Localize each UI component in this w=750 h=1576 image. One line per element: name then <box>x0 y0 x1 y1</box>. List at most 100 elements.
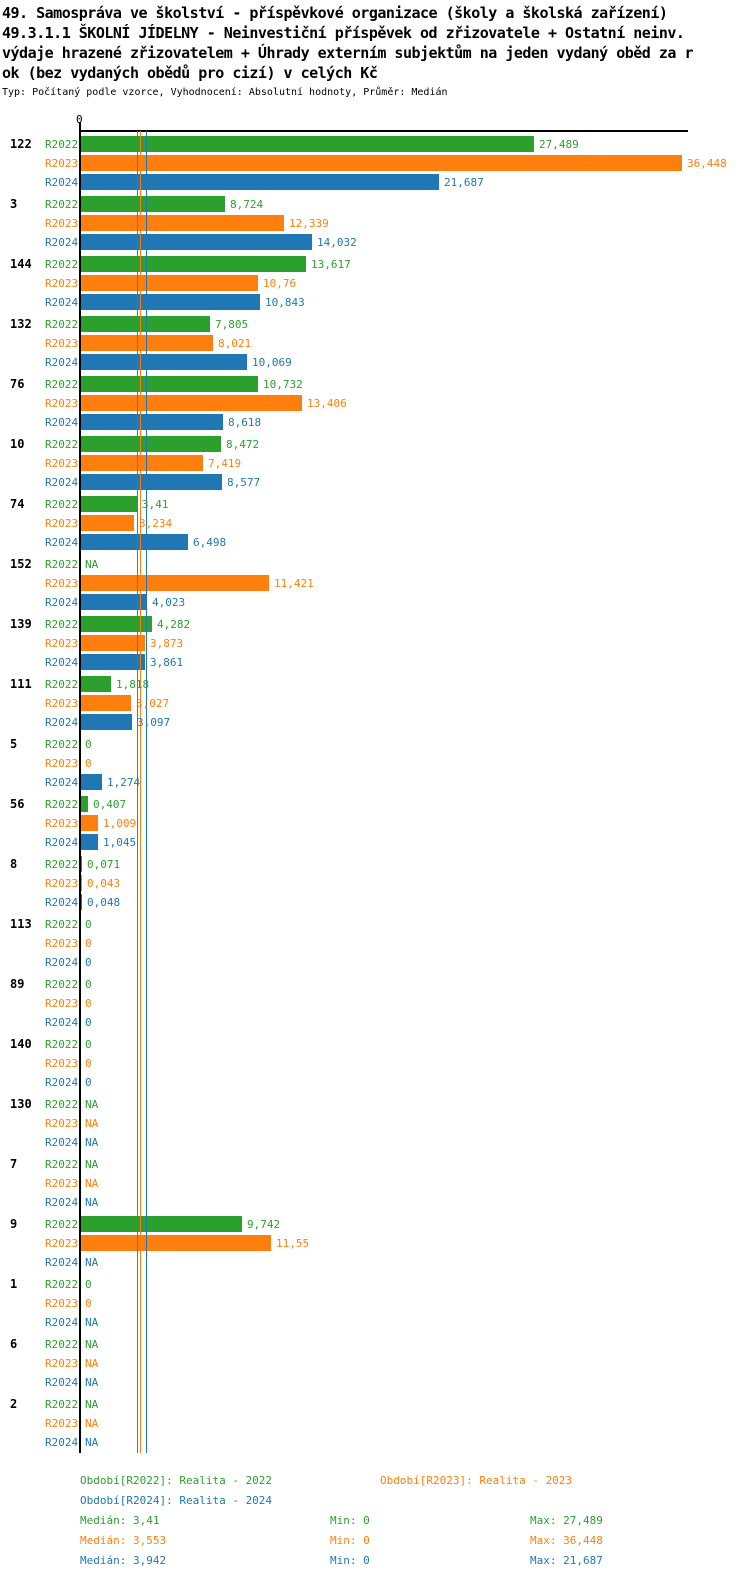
bar-10-r2023 <box>81 455 203 471</box>
bar-74-r2022 <box>81 496 137 512</box>
bar-value-130-r2022: NA <box>85 1098 99 1111</box>
series-row-label-6-r2024: R2024 <box>45 1376 79 1389</box>
bar-9-r2022 <box>81 1216 242 1232</box>
series-row-label-122-r2023: R2023 <box>45 157 79 170</box>
bar-value-5-r2024: 1,274 <box>107 776 141 789</box>
group-label-113: 113 <box>10 917 32 931</box>
bar-value-7-r2022: NA <box>85 1158 99 1171</box>
bar-value-140-r2023: 0 <box>85 1057 92 1070</box>
bar-value-113-r2022: 0 <box>85 918 92 931</box>
bar-value-1-r2022: 0 <box>85 1278 92 1291</box>
bar-value-5-r2023: 0 <box>85 757 92 770</box>
bar-132-r2024 <box>81 354 247 370</box>
series-row-label-140-r2024: R2024 <box>45 1076 79 1089</box>
series-row-label-111-r2022: R2022 <box>45 678 79 691</box>
series-row-label-132-r2024: R2024 <box>45 356 79 369</box>
bar-152-r2024 <box>81 594 147 610</box>
bar-value-139-r2024: 3,861 <box>150 656 184 669</box>
bar-3-r2024 <box>81 234 312 250</box>
series-row-label-140-r2023: R2023 <box>45 1057 79 1070</box>
series-row-label-2-r2023: R2023 <box>45 1417 79 1430</box>
chart-subtitle: Typ: Počítaný podle vzorce, Vyhodnocení:… <box>2 87 448 98</box>
group-label-132: 132 <box>10 317 32 331</box>
bar-value-3-r2022: 8,724 <box>230 198 264 211</box>
series-row-label-9-r2023: R2023 <box>45 1237 79 1250</box>
median-line-r2023 <box>140 131 141 1453</box>
bar-value-6-r2022: NA <box>85 1338 99 1351</box>
bar-value-152-r2024: 4,023 <box>152 596 186 609</box>
bar-value-7-r2024: NA <box>85 1196 99 1209</box>
bar-value-111-r2023: 3,027 <box>136 697 170 710</box>
bar-value-8-r2023: 0,043 <box>87 877 121 890</box>
series-row-label-130-r2024: R2024 <box>45 1136 79 1149</box>
bar-139-r2022 <box>81 616 152 632</box>
bar-value-3-r2023: 12,339 <box>289 217 329 230</box>
series-row-label-130-r2023: R2023 <box>45 1117 79 1130</box>
min-value-r2024: Min: 0 <box>330 1554 370 1567</box>
bar-56-r2022 <box>81 796 88 812</box>
series-row-label-6-r2022: R2022 <box>45 1338 79 1351</box>
series-row-label-152-r2022: R2022 <box>45 558 79 571</box>
series-row-label-10-r2023: R2023 <box>45 457 79 470</box>
bar-139-r2023 <box>81 635 145 651</box>
bar-value-111-r2022: 1,818 <box>116 678 150 691</box>
series-row-label-122-r2024: R2024 <box>45 176 79 189</box>
min-value-r2023: Min: 0 <box>330 1534 370 1547</box>
group-label-140: 140 <box>10 1037 32 1051</box>
bar-value-76-r2024: 8,618 <box>228 416 262 429</box>
series-row-label-56-r2023: R2023 <box>45 817 79 830</box>
bar-122-r2024 <box>81 174 439 190</box>
bar-56-r2023 <box>81 815 98 831</box>
group-label-76: 76 <box>10 377 25 391</box>
series-row-label-111-r2024: R2024 <box>45 716 79 729</box>
bar-144-r2023 <box>81 275 258 291</box>
series-row-label-139-r2024: R2024 <box>45 656 79 669</box>
bar-56-r2024 <box>81 834 98 850</box>
chart: 122 R2022 27,489 R2023 36,448 R2024 21,687 3 R20… <box>10 131 727 1453</box>
bar-value-3-r2024: 14,032 <box>317 236 357 249</box>
bar-value-10-r2022: 8,472 <box>226 438 260 451</box>
bar-value-56-r2022: 0,407 <box>93 798 127 811</box>
series-row-label-132-r2022: R2022 <box>45 318 79 331</box>
series-row-label-139-r2022: R2022 <box>45 618 79 631</box>
series-row-label-3-r2023: R2023 <box>45 217 79 230</box>
x-axis-zero-tick-label: 0 <box>76 113 83 126</box>
bar-144-r2024 <box>81 294 260 310</box>
page-title-line-4: ok (bez vydaných obědů pro cizí) v celýc… <box>2 64 378 82</box>
series-row-label-132-r2023: R2023 <box>45 337 79 350</box>
group-label-9: 9 <box>10 1217 18 1231</box>
bar-value-76-r2023: 13,406 <box>307 397 347 410</box>
bar-value-139-r2023: 3,873 <box>150 637 184 650</box>
legend-item-r2023: Období[R2023]: Realita - 2023 <box>380 1474 573 1487</box>
bar-value-140-r2024: 0 <box>85 1076 92 1089</box>
bar-value-130-r2023: NA <box>85 1117 99 1130</box>
bar-3-r2022 <box>81 196 225 212</box>
series-row-label-10-r2024: R2024 <box>45 476 79 489</box>
series-row-label-6-r2023: R2023 <box>45 1357 79 1370</box>
bar-value-7-r2023: NA <box>85 1177 99 1190</box>
median-value-r2023: Medián: 3,553 <box>80 1534 167 1547</box>
bar-value-1-r2023: 0 <box>85 1297 92 1310</box>
bar-value-9-r2023: 11,55 <box>276 1237 310 1250</box>
bar-value-2-r2022: NA <box>85 1398 99 1411</box>
bar-value-76-r2022: 10,732 <box>263 378 303 391</box>
y-axis-line <box>79 122 81 1453</box>
group-label-89: 89 <box>10 977 25 991</box>
series-row-label-89-r2023: R2023 <box>45 997 79 1010</box>
bar-122-r2023 <box>81 155 682 171</box>
median-value-r2024: Medián: 3,942 <box>80 1554 167 1567</box>
bar-76-r2022 <box>81 376 258 392</box>
bar-value-130-r2024: NA <box>85 1136 99 1149</box>
series-row-label-111-r2023: R2023 <box>45 697 79 710</box>
bar-value-89-r2024: 0 <box>85 1016 92 1029</box>
series-row-label-5-r2023: R2023 <box>45 757 79 770</box>
series-row-label-74-r2024: R2024 <box>45 536 79 549</box>
group-label-8: 8 <box>10 857 18 871</box>
group-label-139: 139 <box>10 617 32 631</box>
bar-value-8-r2024: 0,048 <box>87 896 121 909</box>
bar-value-6-r2024: NA <box>85 1376 99 1389</box>
series-row-label-56-r2022: R2022 <box>45 798 79 811</box>
bar-74-r2023 <box>81 515 134 531</box>
bar-value-5-r2022: 0 <box>85 738 92 751</box>
series-row-label-5-r2024: R2024 <box>45 776 79 789</box>
